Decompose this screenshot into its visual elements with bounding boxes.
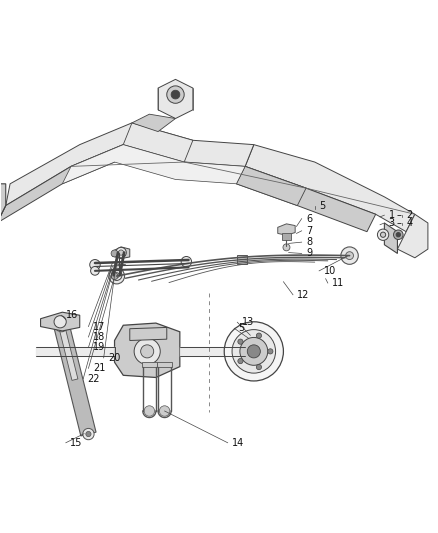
Circle shape <box>54 316 66 328</box>
Circle shape <box>86 431 91 437</box>
Circle shape <box>116 247 126 258</box>
Circle shape <box>381 232 386 237</box>
Bar <box>237 255 247 264</box>
Circle shape <box>224 322 283 381</box>
Text: 10: 10 <box>323 266 336 276</box>
Text: 19: 19 <box>93 342 105 352</box>
Polygon shape <box>6 123 254 206</box>
Circle shape <box>171 90 180 99</box>
Text: 12: 12 <box>297 290 310 300</box>
Text: 5: 5 <box>239 324 245 333</box>
Circle shape <box>240 337 268 365</box>
Circle shape <box>134 338 160 365</box>
Polygon shape <box>62 144 245 184</box>
Circle shape <box>109 268 124 284</box>
Text: 6: 6 <box>306 214 312 224</box>
Polygon shape <box>278 224 295 235</box>
Circle shape <box>393 230 403 239</box>
Circle shape <box>396 232 400 237</box>
Text: 18: 18 <box>93 332 105 342</box>
Circle shape <box>141 345 154 358</box>
Bar <box>141 362 157 367</box>
Polygon shape <box>397 214 428 258</box>
Polygon shape <box>237 166 306 206</box>
Polygon shape <box>158 79 193 118</box>
Circle shape <box>55 319 68 332</box>
Text: 4: 4 <box>406 218 412 228</box>
Circle shape <box>111 272 118 279</box>
Polygon shape <box>132 114 176 132</box>
Polygon shape <box>123 123 193 162</box>
Polygon shape <box>54 324 96 436</box>
Polygon shape <box>41 312 80 331</box>
Polygon shape <box>59 325 78 381</box>
Text: 3: 3 <box>389 218 395 228</box>
Circle shape <box>167 86 184 103</box>
Circle shape <box>378 229 389 240</box>
Text: 22: 22 <box>88 374 100 384</box>
Circle shape <box>91 266 99 275</box>
Text: 20: 20 <box>108 353 120 363</box>
Circle shape <box>113 272 120 279</box>
Circle shape <box>238 339 243 344</box>
Polygon shape <box>115 323 180 377</box>
Text: –: – <box>397 210 402 220</box>
Circle shape <box>341 247 358 264</box>
Text: 8: 8 <box>306 237 312 247</box>
Circle shape <box>256 333 261 338</box>
Circle shape <box>90 260 100 270</box>
Text: 5: 5 <box>319 200 325 211</box>
Polygon shape <box>0 144 123 223</box>
Text: 14: 14 <box>232 438 244 448</box>
Text: 17: 17 <box>93 321 105 332</box>
Text: 13: 13 <box>242 317 254 327</box>
Text: 21: 21 <box>93 364 105 373</box>
Text: –: – <box>397 218 402 228</box>
Circle shape <box>283 244 290 251</box>
Circle shape <box>58 322 64 328</box>
Bar <box>157 362 173 367</box>
Circle shape <box>83 429 94 440</box>
Polygon shape <box>237 166 376 232</box>
Polygon shape <box>282 232 291 240</box>
Text: 1: 1 <box>389 210 395 220</box>
Circle shape <box>144 406 155 416</box>
Polygon shape <box>113 247 130 259</box>
Circle shape <box>159 406 170 416</box>
Polygon shape <box>385 223 397 254</box>
Circle shape <box>118 250 124 255</box>
Polygon shape <box>0 184 6 223</box>
Circle shape <box>111 250 118 257</box>
Text: 7: 7 <box>306 226 312 236</box>
Circle shape <box>247 345 260 358</box>
Circle shape <box>256 365 261 370</box>
Circle shape <box>346 252 353 260</box>
Polygon shape <box>245 144 415 232</box>
Circle shape <box>232 329 276 373</box>
Text: 11: 11 <box>332 278 344 288</box>
Text: 9: 9 <box>306 248 312 259</box>
Circle shape <box>114 272 119 278</box>
Circle shape <box>268 349 273 354</box>
Text: 2: 2 <box>406 210 413 220</box>
Circle shape <box>181 256 191 267</box>
Circle shape <box>112 270 122 280</box>
Text: 16: 16 <box>66 310 78 320</box>
Polygon shape <box>130 327 167 341</box>
Circle shape <box>238 359 243 364</box>
Text: 15: 15 <box>70 438 82 448</box>
